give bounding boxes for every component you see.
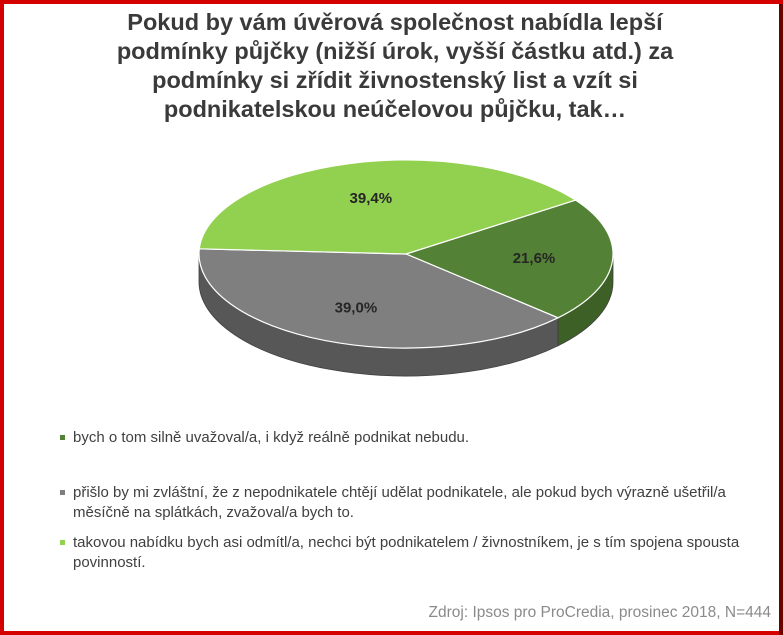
pie-data-label-2: 39,0% — [335, 300, 378, 317]
pie-labels: 21,6% 39,0% 39,4% — [335, 190, 556, 317]
legend-label-3: takovou nabídku bych asi odmítl/a, nechc… — [73, 534, 740, 571]
legend-marker-1 — [60, 435, 65, 440]
legend-marker-3 — [60, 540, 65, 545]
title-line-4: podnikatelskou neúčelovou půjčku, tak… — [163, 96, 627, 122]
pie-data-label-1: 21,6% — [513, 250, 556, 267]
pie-data-label-3: 39,4% — [350, 190, 393, 207]
pie-slice-1 — [404, 199, 614, 319]
frame-shadow — [779, 4, 783, 635]
pie-tops — [198, 159, 614, 349]
title-line-1: Pokud by vám úvěrová společnost nabídla … — [127, 9, 663, 35]
legend-label-1: bych o tom silně uvažoval/a, i když reál… — [73, 429, 470, 446]
legend-marker-2 — [60, 490, 65, 495]
source-note: Zdroj: Ipsos pro ProCredia, prosinec 201… — [428, 604, 771, 621]
pie-slice-3 — [198, 159, 577, 255]
pie-slice-2 — [198, 248, 560, 349]
legend-label-2: přišlo by mi zvláštní, že z nepodnikatel… — [73, 484, 726, 521]
title-line-2: podmínky půjčky (nižší úrok, vyšší částk… — [116, 38, 674, 64]
chart-title: Pokud by vám úvěrová společnost nabídla … — [60, 8, 730, 124]
title-line-3: podmínky si zřídit živnostenský list a v… — [152, 67, 638, 93]
